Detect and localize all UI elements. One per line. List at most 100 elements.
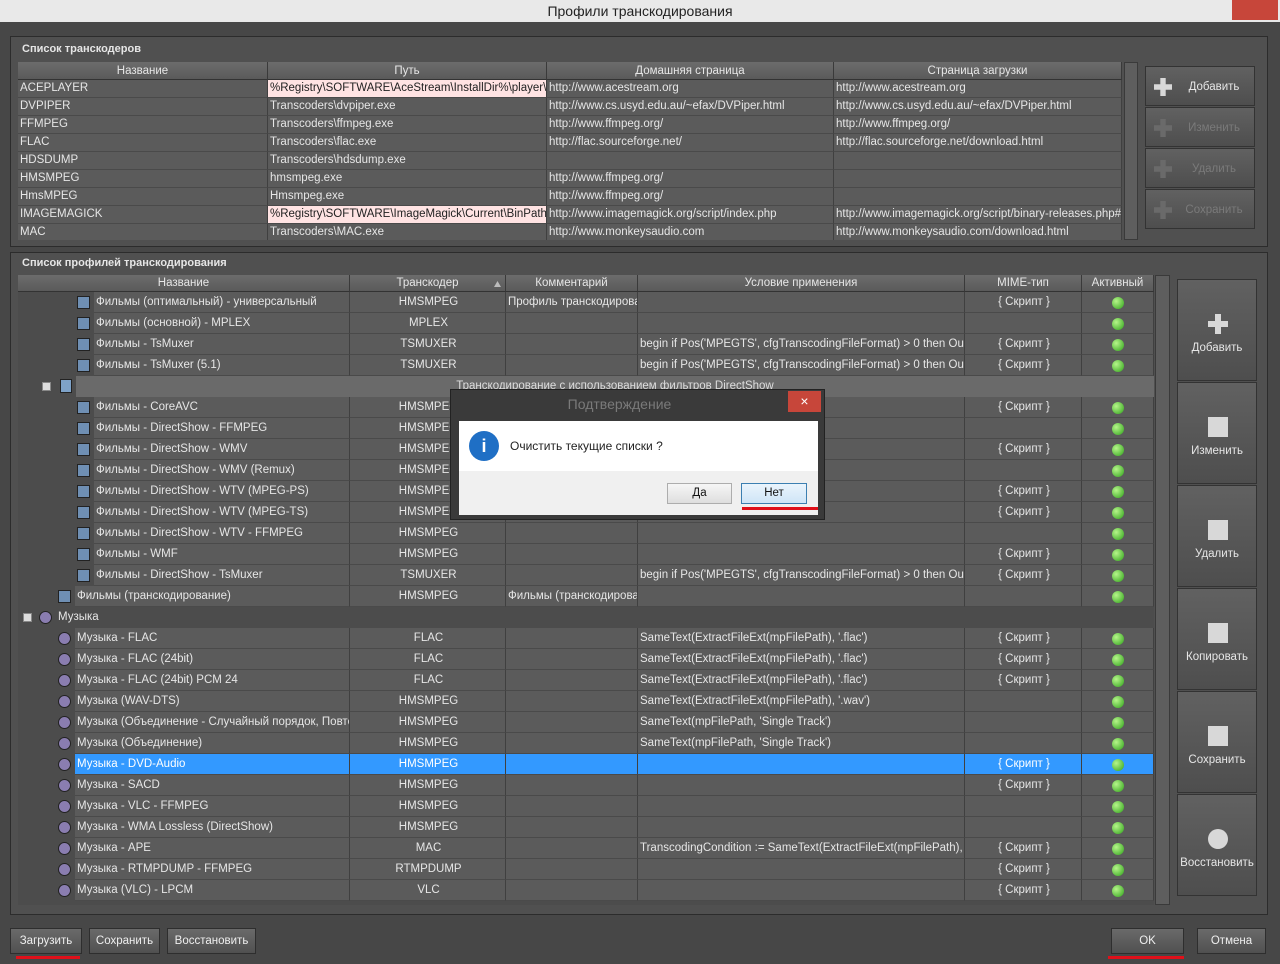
cell[interactable]: Фильмы - TsMuxer [94, 334, 350, 355]
footer-button[interactable]: OK [1111, 928, 1184, 954]
cell: TranscodingCondition := SameText(Extract… [638, 838, 965, 859]
side-button[interactable]: Изменить [1145, 107, 1255, 147]
side-button[interactable]: Копировать [1177, 588, 1257, 690]
cell [506, 775, 638, 796]
cell[interactable]: Музыка - DVD-Audio [75, 754, 350, 775]
close-button[interactable] [1232, 0, 1278, 20]
row-icon [58, 842, 71, 855]
cell[interactable]: Фильмы - DirectShow - FFMPEG [94, 418, 350, 439]
cell: FLAC [18, 134, 268, 152]
cell [506, 712, 638, 733]
footer-button[interactable]: Восстановить [167, 928, 256, 954]
cell[interactable]: Фильмы - DirectShow - TsMuxer [94, 565, 350, 586]
side-button[interactable]: Добавить [1177, 279, 1257, 381]
cell[interactable]: Музыка (WAV-DTS) [75, 691, 350, 712]
cell[interactable]: Фильмы (основной) - MPLEX [94, 313, 350, 334]
cell: http://www.acestream.org [547, 80, 834, 98]
row-icon [77, 401, 90, 414]
cell[interactable]: Фильмы (оптимальный) - универсальный [94, 292, 350, 313]
cell[interactable]: Музыка - SACD [75, 775, 350, 796]
cell[interactable]: Музыка - RTMPDUMP - FFMPEG [75, 859, 350, 880]
footer-button[interactable]: Сохранить [89, 928, 160, 954]
footer-button[interactable]: Отмена [1197, 928, 1266, 954]
cell[interactable]: Музыка - WMA Lossless (DirectShow) [75, 817, 350, 838]
cell: %Registry\SOFTWARE\ImageMagick\Current\B… [268, 206, 547, 224]
cell: TSMUXER [350, 355, 506, 376]
side-button[interactable]: Сохранить [1177, 691, 1257, 793]
cell[interactable]: Музыка (Объединение) [75, 733, 350, 754]
side-button[interactable]: Удалить [1145, 148, 1255, 188]
cell [834, 188, 1122, 206]
cell [638, 523, 965, 544]
active-indicator [1112, 738, 1124, 750]
row-icon [77, 527, 90, 540]
cell: begin if Pos('MPEGTS', cfgTranscodingFil… [638, 355, 965, 376]
cell: { Скрипт } [965, 880, 1082, 901]
cell: http://www.monkeysaudio.com/download.htm… [834, 224, 1122, 240]
footer-button[interactable]: Загрузить [10, 928, 82, 954]
no-button[interactable]: Нет [741, 483, 807, 504]
cell[interactable]: Музыка (Объединение - Случайный порядок,… [75, 712, 350, 733]
cell[interactable]: Музыка - APE [75, 838, 350, 859]
cell: Transcoders\dvpiper.exe [268, 98, 547, 116]
column-header: Название [18, 62, 268, 80]
scrollbar[interactable] [1155, 275, 1170, 905]
cell: HMSMPEG [350, 796, 506, 817]
side-button[interactable]: Сохранить [1145, 189, 1255, 229]
cell[interactable]: Фильмы - DirectShow - WMV (Remux) [94, 460, 350, 481]
active-indicator [1112, 885, 1124, 897]
dialog-body: i Очистить текущие списки ? [459, 421, 818, 471]
cell[interactable]: Фильмы - DirectShow - WTV (MPEG-PS) [94, 481, 350, 502]
column-header: Путь [268, 62, 547, 80]
button-icon [1208, 314, 1228, 334]
tree-label[interactable]: Музыка [58, 611, 99, 623]
cell[interactable]: Музыка - FLAC [75, 628, 350, 649]
cell[interactable]: Музыка - VLC - FFMPEG [75, 796, 350, 817]
scrollbar[interactable] [1124, 62, 1138, 240]
cell [965, 733, 1082, 754]
active-indicator [1112, 591, 1124, 603]
cell: { Скрипт } [965, 481, 1082, 502]
cell[interactable]: Фильмы - TsMuxer (5.1) [94, 355, 350, 376]
cell: { Скрипт } [965, 565, 1082, 586]
active-indicator [1112, 675, 1124, 687]
cell: hmsmpeg.exe [268, 170, 547, 188]
cell[interactable]: Музыка (VLC) - LPCM [75, 880, 350, 901]
cell[interactable]: Фильмы - DirectShow - WTV - FFMPEG [94, 523, 350, 544]
active-indicator [1112, 486, 1124, 498]
cell: { Скрипт } [965, 334, 1082, 355]
cell: { Скрипт } [965, 670, 1082, 691]
cell[interactable]: Музыка - FLAC (24bit) [75, 649, 350, 670]
cell: http://www.cs.usyd.edu.au/~efax/DVPiper.… [834, 98, 1122, 116]
cell: HMSMPEG [350, 691, 506, 712]
cell: http://www.ffmpeg.org/ [547, 170, 834, 188]
cell[interactable]: Фильмы - CoreAVC [94, 397, 350, 418]
side-button[interactable]: Восстановить [1177, 794, 1257, 896]
side-button[interactable]: Удалить [1177, 485, 1257, 587]
active-indicator [1112, 444, 1124, 456]
cell [965, 691, 1082, 712]
cell [506, 838, 638, 859]
cell[interactable]: Фильмы (транскодирование) [75, 586, 350, 607]
cell: http://flac.sourceforge.net/ [547, 134, 834, 152]
cell[interactable]: Фильмы - DirectShow - WMV [94, 439, 350, 460]
button-icon [1208, 417, 1228, 437]
cell: { Скрипт } [965, 775, 1082, 796]
yes-button[interactable]: Да [667, 483, 732, 504]
cell: SameText(ExtractFileExt(mpFilePath), '.w… [638, 691, 965, 712]
active-indicator [1112, 465, 1124, 477]
panel-title: Список транскодеров [22, 43, 141, 55]
row-icon [77, 548, 90, 561]
row-icon [58, 632, 71, 645]
cell[interactable]: Музыка - FLAC (24bit) PCM 24 [75, 670, 350, 691]
cell [506, 313, 638, 334]
side-button[interactable]: Изменить [1177, 382, 1257, 484]
button-icon [1154, 119, 1172, 137]
cell[interactable]: Фильмы - DirectShow - WTV (MPEG-TS) [94, 502, 350, 523]
side-button[interactable]: Добавить [1145, 66, 1255, 106]
cell[interactable]: Фильмы - WMF [94, 544, 350, 565]
button-icon [1154, 78, 1172, 96]
dialog-close[interactable]: × [788, 391, 821, 412]
cell [506, 880, 638, 901]
active-indicator [1112, 570, 1124, 582]
